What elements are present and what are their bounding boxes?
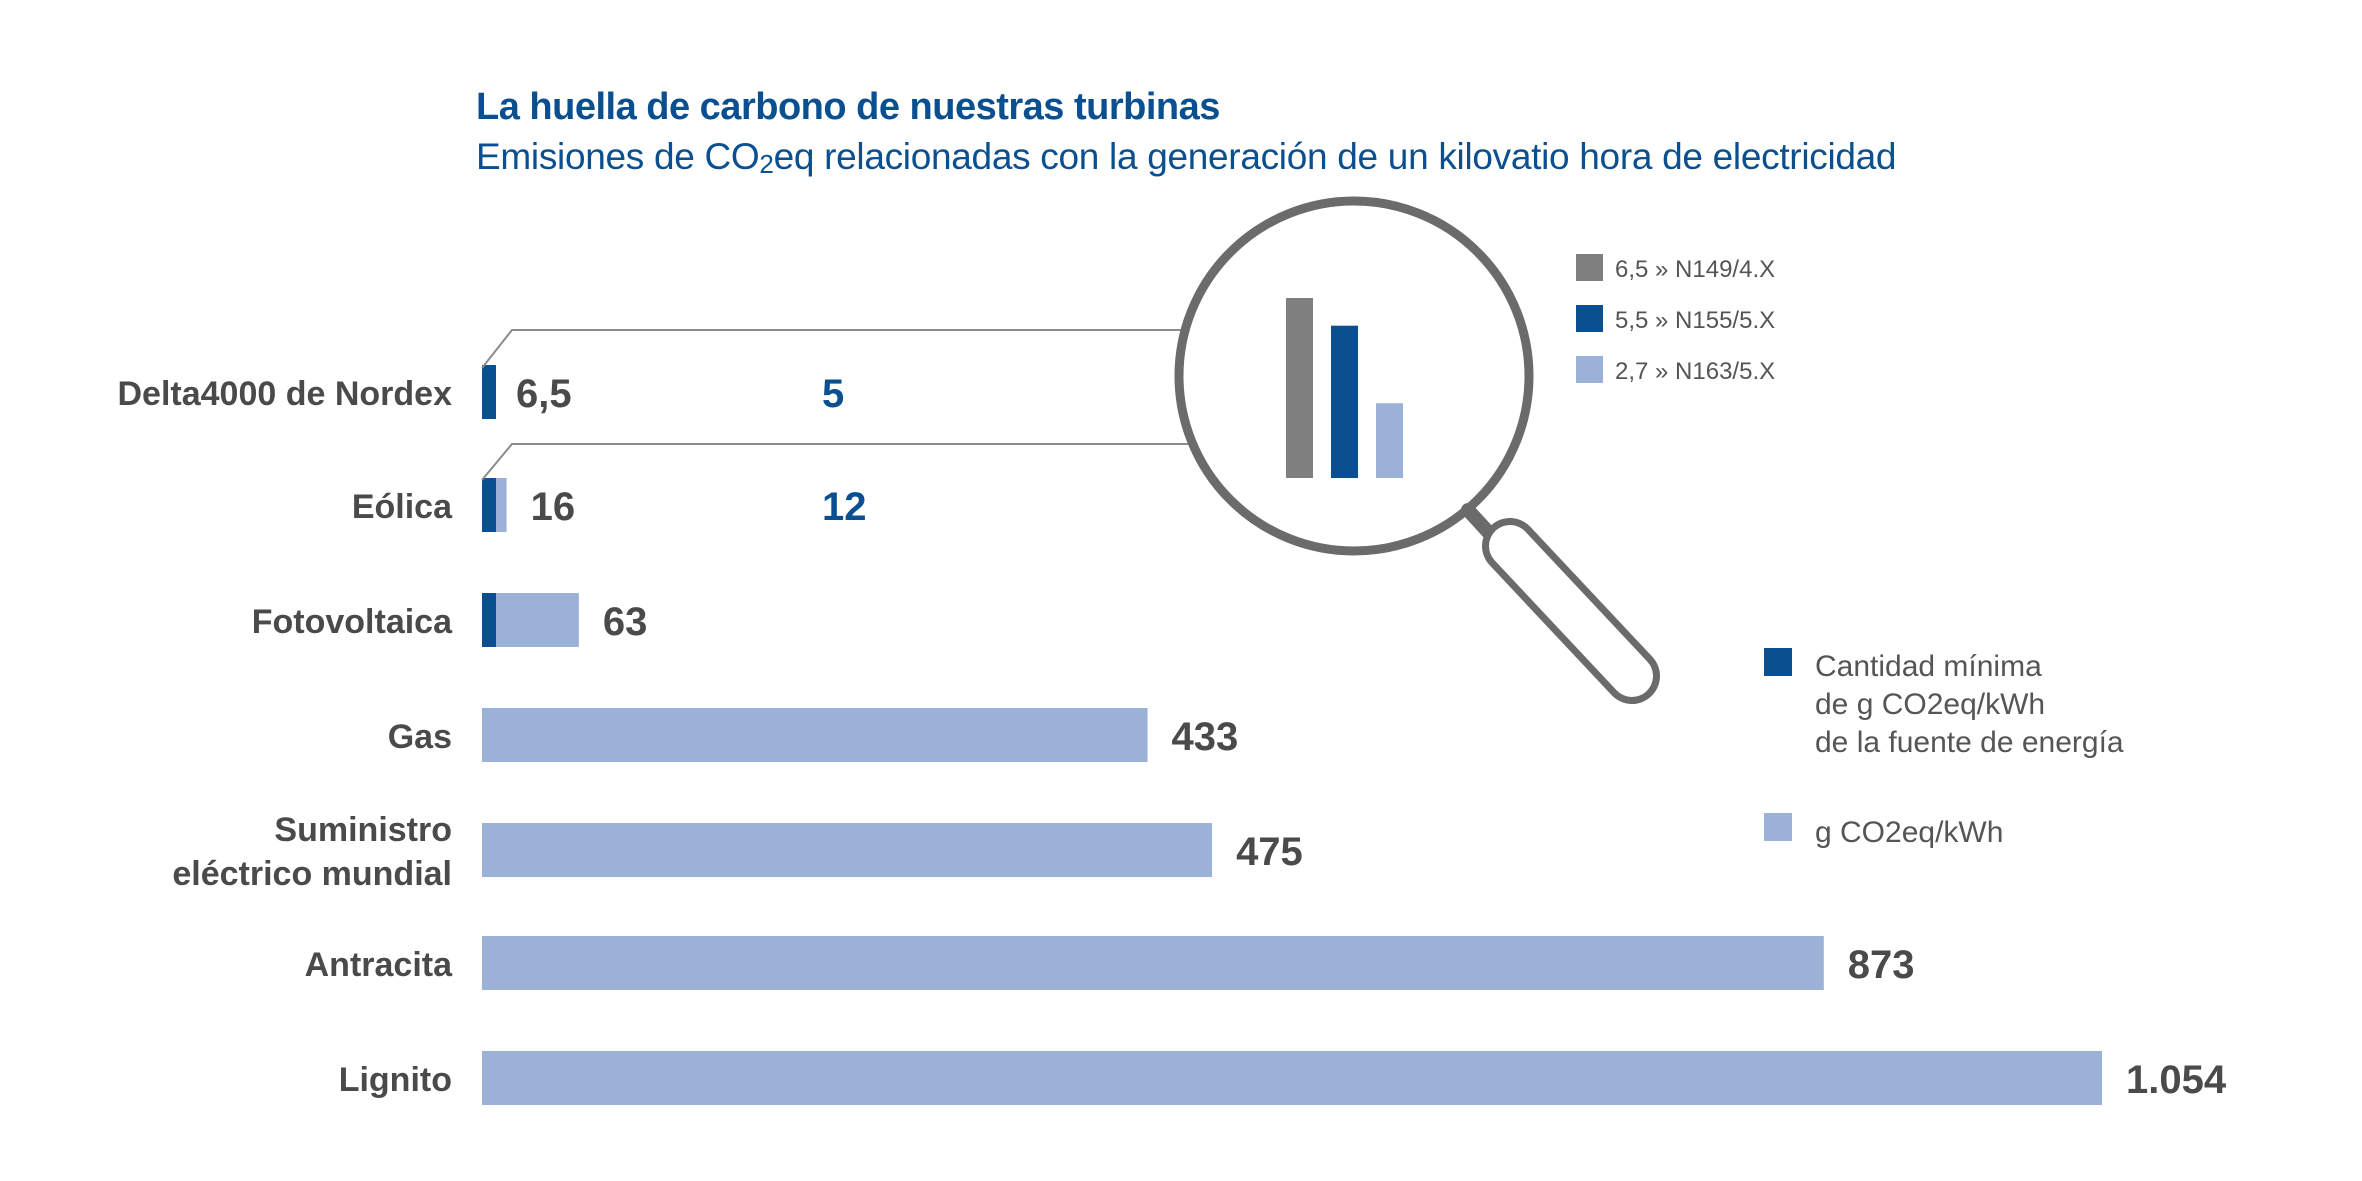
inset-bar-1 [1286,298,1313,478]
inset-legend-label-1: 6,5 » N149/4.X [1615,256,1775,283]
value-label-5: 475 [1236,830,1303,874]
bar-3 [482,593,579,647]
inset-bar-3 [1376,403,1403,478]
value-label-7: 1.054 [2126,1058,2227,1102]
connector-line-2 [481,443,1195,481]
inset-legend-swatch-3 [1576,356,1603,383]
value-label-4: 433 [1172,715,1239,759]
legend-label-1-3: de la fuente de energía [1815,726,2124,759]
category-label-6: Antracita [305,946,453,984]
bar-5 [482,823,1213,877]
value-label-2: 16 [531,485,576,529]
category-label-3: Fotovoltaica [252,603,453,641]
subtitle-text-end: eq relacionadas con la generación de un … [773,136,1897,177]
category-label-5-2: eléctrico mundial [172,855,452,893]
bar-4 [482,708,1148,762]
legend-label-1-2: de g CO2eq/kWh [1815,688,2045,721]
inset-legend-label-3: 2,7 » N163/5.X [1615,358,1775,385]
subtitle-text-start: Emisiones de CO [476,136,760,177]
legend-swatch-1 [1764,648,1792,676]
legend-label-2-1: g CO2eq/kWh [1815,816,2003,849]
inset-legend-swatch-1 [1576,254,1603,281]
chart-subtitle: Emisiones de CO2eq relacionadas con la g… [476,136,1897,180]
magnifier-handle-inner [1489,525,1653,697]
bar-min-3 [482,593,496,647]
secondary-label-2: 12 [822,485,867,529]
category-label-2: Eólica [352,488,453,526]
inset-bar-2 [1331,325,1358,478]
category-label-1: Delta4000 de Nordex [118,375,453,413]
bar-min-2 [482,478,496,532]
subtitle-subscript: 2 [759,149,774,179]
category-label-5-1: Suministro [274,811,452,849]
bar-7 [482,1051,2102,1105]
legend-label-1-1: Cantidad mínima [1815,650,2042,683]
connector-line-1 [481,329,1195,369]
value-label-3: 63 [603,600,648,644]
secondary-label-1: 5 [822,372,844,416]
value-label-6: 873 [1848,943,1915,987]
bar-6 [482,936,1824,990]
category-label-7: Lignito [339,1061,452,1099]
legend-swatch-2 [1764,813,1792,841]
chart-title: La huella de carbono de nuestras turbina… [476,86,1220,128]
bar-min-1 [482,365,496,419]
value-label-1: 6,5 [516,372,572,416]
category-label-4: Gas [388,718,452,756]
inset-legend-label-2: 5,5 » N155/5.X [1615,307,1775,334]
inset-legend-swatch-2 [1576,305,1603,332]
